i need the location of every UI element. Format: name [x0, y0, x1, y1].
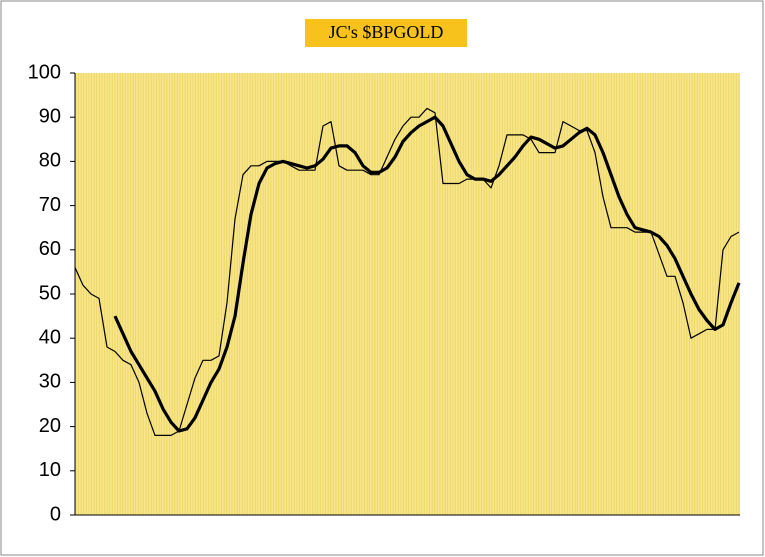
- y-tick-label: 100: [28, 61, 61, 83]
- chart-title: JC's $BPGOLD: [329, 22, 444, 42]
- y-tick-label: 90: [39, 105, 61, 127]
- y-tick-label: 10: [39, 459, 61, 481]
- y-tick-label: 40: [39, 326, 61, 348]
- y-tick-label: 60: [39, 238, 61, 260]
- y-tick-label: 20: [39, 415, 61, 437]
- y-tick-label: 50: [39, 282, 61, 304]
- title-box: [305, 19, 467, 47]
- y-tick-label: 80: [39, 150, 61, 172]
- y-tick-label: 30: [39, 371, 61, 393]
- smooth-line: [113, 115, 741, 433]
- plot-area: [75, 73, 740, 515]
- y-tick-label: 70: [39, 194, 61, 216]
- y-tick-label: 0: [50, 503, 61, 525]
- price-line: [74, 107, 740, 436]
